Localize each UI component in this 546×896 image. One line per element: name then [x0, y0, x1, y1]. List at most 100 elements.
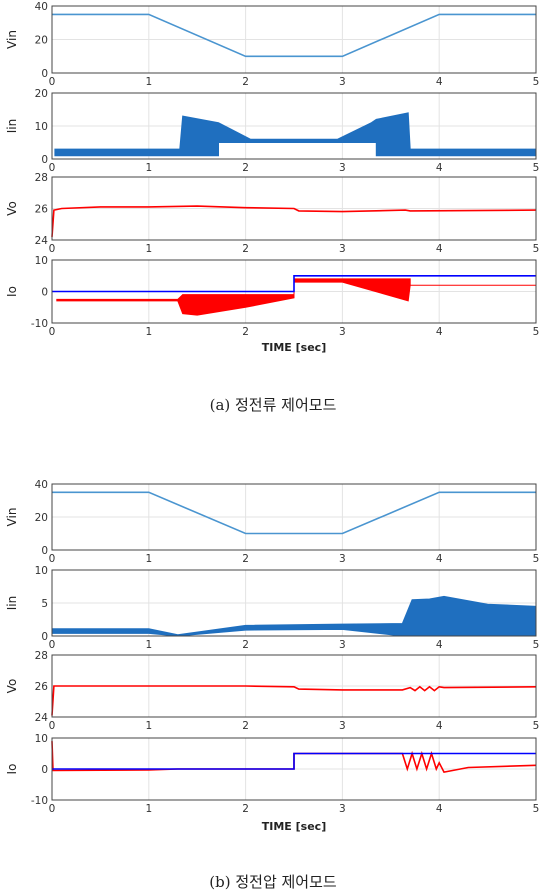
- fig-a-io-ytick-label: -10: [31, 318, 48, 330]
- fig-a-iin-series-0-band: [54, 112, 537, 157]
- fig-a-io-xtick-label: 2: [242, 326, 249, 338]
- fig-b-iin-xtick-label: 4: [436, 639, 443, 651]
- fig-a-iin-panel: 0 10 20 Iin 0 1 2 3 4 5: [5, 88, 539, 174]
- fig-a-iin-xtick-label: 1: [145, 162, 152, 174]
- fig-a-vo-xtick-label: 1: [145, 243, 152, 255]
- fig-b-vin-xtick-label: 5: [533, 553, 540, 565]
- fig-a-iin-ytick-label: 0: [41, 154, 48, 166]
- fig-b-io-ytick-label: 0: [41, 764, 48, 776]
- fig-b-iin-xtick-label: 3: [339, 639, 346, 651]
- fig-b-vin-ylabel: Vin: [5, 508, 19, 527]
- fig-a-iin-ytick-label: 20: [35, 88, 48, 100]
- fig-b-vin-xtick-label: 3: [339, 553, 346, 565]
- fig-a-io-xtick-label: 4: [436, 326, 443, 338]
- fig-a-vin-xtick-label: 5: [533, 76, 540, 88]
- fig-b-vo-xtick-label: 2: [242, 720, 249, 732]
- fig-b-io-frame: [51, 737, 537, 801]
- fig-a-vin-xtick-label: 3: [339, 76, 346, 88]
- fig-a-iin-frame: [51, 92, 537, 160]
- fig-b-io-ytick-label: 10: [35, 733, 48, 745]
- fig-a-io-xtick-label: 5: [533, 326, 540, 338]
- fig-a-vin-xtick-label: 0: [49, 76, 56, 88]
- fig-a-io-xtick-label: 3: [339, 326, 346, 338]
- fig-b-vo-panel: 24 26 28 Vo 0 1 2 3 4 5: [5, 650, 539, 732]
- fig-b-io-ylabel: Io: [5, 764, 19, 775]
- fig-a-vin-ytick-label: 0: [41, 68, 48, 80]
- fig-a-iin-xtick-label: 2: [242, 162, 249, 174]
- fig-b-io-xtick-label: 2: [242, 803, 249, 815]
- fig-b-iin-xtick-label: 0: [49, 639, 56, 651]
- fig-b-vin-xtick-label: 4: [436, 553, 443, 565]
- fig-a-vo-xtick-label: 3: [339, 243, 346, 255]
- fig-b-vo-frame: [51, 654, 537, 718]
- fig-a-io-xtick-label: 1: [145, 326, 152, 338]
- fig-b-vin-panel: 0 20 40 Vin 0 1 2 3 4 5: [5, 479, 539, 565]
- fig-a-vin-ytick-label: 40: [35, 1, 48, 13]
- fig-b-iin-ytick-label: 5: [41, 598, 48, 610]
- fig-a-vo-ytick-label: 28: [35, 172, 48, 184]
- fig-a-vo-ytick-label: 26: [35, 204, 49, 216]
- fig-b-io-xtick-label: 1: [145, 803, 152, 815]
- fig-b-vo-ytick-label: 28: [35, 650, 48, 662]
- fig-b-vo-series-0-line: [51, 685, 537, 716]
- fig-a-io-series-1-line: [52, 274, 536, 293]
- fig-a-io-ytick-label: 10: [35, 255, 48, 267]
- fig-b-vin-frame: [51, 483, 537, 551]
- fig-b-vin-ytick-label: 0: [41, 545, 48, 557]
- fig-a-vo-ytick-label: 24: [35, 235, 49, 247]
- caption-a: (a) 정전류 제어모드: [209, 396, 337, 414]
- fig-a-vin-ylabel: Vin: [5, 30, 19, 49]
- fig-b-vo-ytick-label: 26: [35, 681, 49, 693]
- fig-a-iin-xtick-label: 4: [436, 162, 443, 174]
- fig-a-io-xtick-label: 0: [49, 326, 56, 338]
- fig-b-vin-xtick-label: 1: [145, 553, 152, 565]
- fig-a-vin-panel: 0 20 40 Vin 0 1 2 3 4 5: [5, 1, 539, 88]
- fig-a-vo-ylabel: Vo: [5, 201, 19, 216]
- fig-b-io-ytick-label: -10: [31, 795, 48, 807]
- fig-b-iin-ytick-label: 10: [35, 565, 48, 577]
- fig-b-vo-xtick-label: 5: [533, 720, 540, 732]
- fig-b-vo-xtick-label: 4: [436, 720, 443, 732]
- fig-a-io-frame: [51, 259, 537, 324]
- fig-a-vo-xtick-label: 0: [49, 243, 56, 255]
- fig-b-io-xtick-label: 3: [339, 803, 346, 815]
- caption-b: (b) 정전압 제어모드: [209, 873, 337, 891]
- fig-a-iin-xtick-label: 3: [339, 162, 346, 174]
- fig-a-io-series-0-band: [56, 278, 536, 316]
- fig-b-io-xtick-label: 0: [49, 803, 56, 815]
- fig-b-iin-panel: 0 5 10 Iin 0 1 2 3 4 5: [5, 565, 539, 651]
- fig-a-vo-frame: [51, 176, 537, 241]
- fig-b-iin-frame: [51, 569, 537, 637]
- fig-a-vin-xtick-label: 2: [242, 76, 249, 88]
- fig-a-vin-xtick-label: 1: [145, 76, 152, 88]
- fig-b-vo-ytick-label: 24: [35, 712, 49, 724]
- fig-b-io-series-1-line: [52, 752, 536, 770]
- fig-b-vo-ylabel: Vo: [5, 679, 19, 694]
- fig-a-vo-panel: 24 26 28 Vo 0 1 2 3 4 5: [5, 172, 539, 255]
- fig-b-iin-ytick-label: 0: [41, 631, 48, 643]
- fig-a-vo-xtick-label: 2: [242, 243, 249, 255]
- fig-a-vin-frame: [51, 5, 537, 74]
- fig-b-vo-xtick-label: 3: [339, 720, 346, 732]
- fig-a-iin-ytick-label: 10: [35, 121, 48, 133]
- fig-a-iin-xtick-label: 0: [49, 162, 56, 174]
- fig-a-vin-ytick-label: 20: [35, 35, 48, 47]
- fig-a-vo-xtick-label: 4: [436, 243, 443, 255]
- fig-a-iin-xtick-label: 5: [533, 162, 540, 174]
- fig-b-io-xtick-label: 5: [533, 803, 540, 815]
- fig-a-xlabel: TIME [sec]: [262, 341, 326, 354]
- fig-b-vin-ytick-label: 40: [35, 479, 48, 491]
- fig-b-vin-ytick-label: 20: [35, 512, 48, 524]
- fig-b-iin-xtick-label: 2: [242, 639, 249, 651]
- fig-a-iin-ylabel: Iin: [5, 119, 19, 133]
- fig-b-xlabel: TIME [sec]: [262, 820, 326, 833]
- fig-b-iin-xtick-label: 1: [145, 639, 152, 651]
- fig-a-vin-xtick-label: 4: [436, 76, 443, 88]
- fig-b-iin-ylabel: Iin: [5, 596, 19, 610]
- fig-b-vin-xtick-label: 0: [49, 553, 56, 565]
- fig-b-vo-xtick-label: 0: [49, 720, 56, 732]
- fig-b-iin-series-0-band: [51, 595, 537, 637]
